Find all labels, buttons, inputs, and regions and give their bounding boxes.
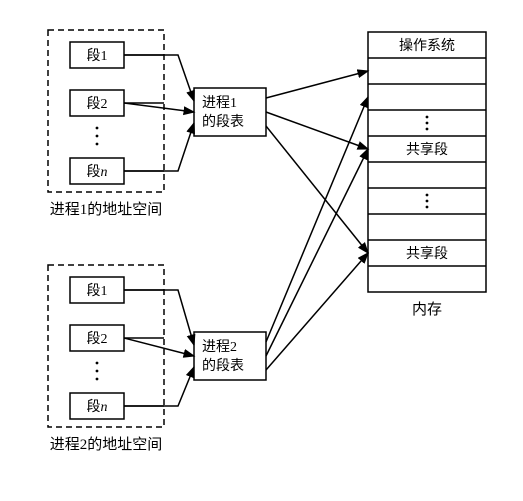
segment-label-1: 段2 [87,96,108,112]
arrow-st2-to-mem-0 [266,97,368,342]
arrow-st1-to-mem-1 [266,112,368,149]
address-space-caption: 进程1的地址空间 [50,201,163,218]
seg-table-st1: 进程1 的段表 [194,88,266,136]
seg-table-line1: 进程1 [202,95,237,111]
memory-caption: 内存 [412,301,442,318]
arrow-st2-to-mem-2 [266,253,368,370]
segment-label-1: 段2 [87,331,108,347]
address-space-p1: 段1 段2 段n 进程1的地址空间 [48,30,164,218]
segment-label-2: 段n [87,164,108,180]
diagram-root: 段1段2段n进程1的地址空间段1段2段n进程2的地址空间进程1的段表进程2的段表… [48,30,486,453]
arrow-st1-to-mem-0 [266,71,368,98]
arrow-p1-seg1-to-st1 [124,103,194,112]
arrow-p1-seg2-to-st1 [124,123,194,171]
memory-column: 操作系统共享段共享段内存 [368,32,486,318]
arrow-p2-seg0-to-st2 [124,290,194,345]
arrow-st2-to-mem-1 [266,149,368,356]
arrow-p2-seg1-to-st2 [124,338,194,356]
memory-row-label-0: 操作系统 [399,38,455,54]
seg-table-st2: 进程2 的段表 [194,332,266,380]
arrow-st1-to-mem-2 [266,126,368,253]
seg-table-line1: 进程2 [202,339,237,355]
segment-label-0: 段1 [87,283,108,299]
seg-table-line2: 的段表 [202,114,244,130]
address-space-caption: 进程2的地址空间 [50,436,163,453]
arrow-p2-seg2-to-st2 [124,367,194,406]
segment-label-0: 段1 [87,48,108,64]
memory-row-label-4: 共享段 [406,141,448,158]
arrow-p1-seg0-to-st1 [124,55,194,101]
address-space-p2: 段1 段2 段n 进程2的地址空间 [48,265,164,453]
memory-row-label-8: 共享段 [406,245,448,262]
segment-label-2: 段n [87,399,108,415]
seg-table-line2: 的段表 [202,358,244,374]
